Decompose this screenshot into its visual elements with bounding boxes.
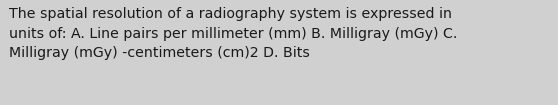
Text: The spatial resolution of a radiography system is expressed in
units of: A. Line: The spatial resolution of a radiography … xyxy=(9,7,458,60)
